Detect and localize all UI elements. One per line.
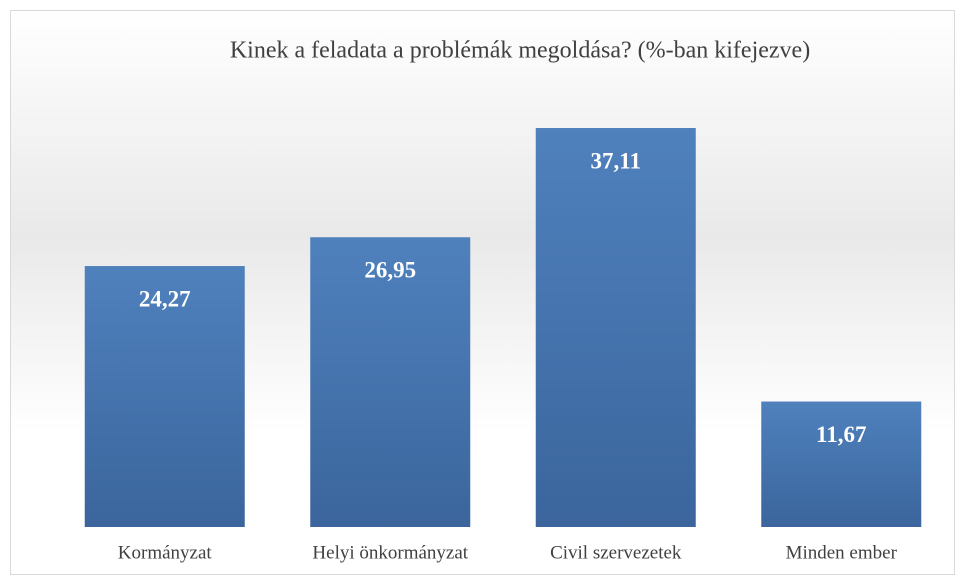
value-label: 24,27: [139, 286, 191, 311]
x-tick-label: Helyi önkormányzat: [312, 542, 468, 563]
x-tick-label: Civil szervezetek: [550, 542, 682, 563]
value-label: 26,95: [364, 258, 416, 283]
bar: [535, 128, 696, 527]
x-tick-label: Kormányzat: [118, 542, 213, 563]
value-label: 37,11: [591, 148, 641, 173]
bar: [84, 266, 245, 527]
bar: [761, 401, 922, 527]
x-tick-label: Minden ember: [786, 542, 898, 563]
chart-title: Kinek a feladata a problémák megoldása? …: [230, 38, 810, 64]
value-label: 11,67: [816, 422, 866, 447]
bar: [310, 237, 471, 528]
